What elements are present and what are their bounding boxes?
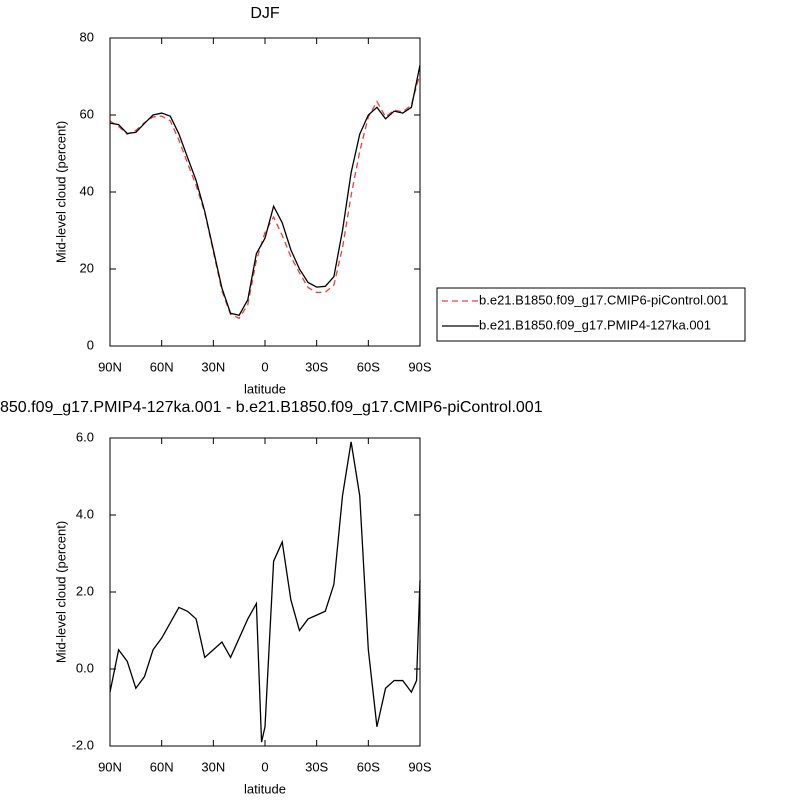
x-axis-label: latitude [244, 381, 286, 396]
y-tick-label: 0.0 [76, 660, 94, 675]
x-tick-label: 30S [305, 359, 328, 374]
y-tick-label: 0 [87, 337, 94, 352]
chart-title: DJF [250, 5, 280, 22]
y-tick-label: 6.0 [76, 429, 94, 444]
x-tick-label: 30S [305, 759, 328, 774]
x-tick-label: 60S [357, 759, 380, 774]
series-line [109, 73, 421, 320]
y-axis-label: Mid-level cloud (percent) [53, 121, 68, 263]
x-tick-label: 60S [357, 359, 380, 374]
legend-box [436, 287, 746, 342]
y-tick-label: 60 [80, 106, 94, 121]
y-tick-label: -2.0 [72, 737, 94, 752]
x-tick-label: 90N [98, 359, 122, 374]
x-tick-label: 0 [261, 359, 268, 374]
x-tick-label: 30N [201, 759, 225, 774]
x-tick-label: 90S [408, 759, 431, 774]
x-axis-label: latitude [244, 781, 286, 796]
x-tick-label: 30N [201, 359, 225, 374]
series-line [109, 64, 421, 316]
y-axis-label: Mid-level cloud (percent) [53, 521, 68, 663]
y-tick-label: 2.0 [76, 583, 94, 598]
x-tick-label: 90N [98, 759, 122, 774]
legend-label: b.e21.B1850.f09_g17.CMIP6-piControl.001 [479, 292, 728, 307]
x-tick-label: 60N [150, 759, 174, 774]
legend-label: b.e21.B1850.f09_g17.PMIP4-127ka.001 [479, 317, 711, 332]
chart-title: 850.f09_g17.PMIP4-127ka.001 - b.e21.B185… [0, 399, 543, 416]
series-line [109, 441, 421, 743]
x-tick-label: 0 [261, 759, 268, 774]
x-tick-label: 60N [150, 359, 174, 374]
y-tick-label: 40 [80, 183, 94, 198]
y-tick-label: 20 [80, 260, 94, 275]
y-tick-label: 80 [80, 29, 94, 44]
plot-frame [109, 437, 421, 747]
plot-frame [109, 37, 421, 347]
x-tick-label: 90S [408, 359, 431, 374]
y-tick-label: 4.0 [76, 506, 94, 521]
